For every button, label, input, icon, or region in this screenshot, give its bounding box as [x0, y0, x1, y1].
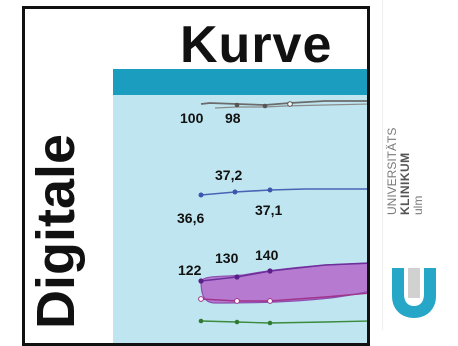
point-bottom-b: [234, 319, 240, 325]
point-temp-a: [198, 192, 204, 198]
label-140: 140: [255, 247, 279, 263]
point-bp-e: [234, 298, 240, 304]
label-37-2: 37,2: [215, 167, 242, 183]
poster-title-kurve: Kurve: [180, 16, 333, 74]
label-98: 98: [225, 110, 241, 126]
curve-temperature: [200, 188, 367, 196]
label-37-1: 37,1: [255, 202, 282, 218]
point-temp-b: [232, 189, 238, 195]
point-bp-b: [234, 274, 240, 280]
label-122: 122: [178, 262, 202, 278]
point-row1-a: [234, 102, 240, 108]
chart-header-bar: [113, 69, 367, 95]
point-row1-b: [262, 103, 268, 109]
university-logo-icon: [392, 268, 436, 318]
label-130: 130: [215, 250, 239, 266]
point-bottom-c: [267, 320, 273, 326]
point-bottom-a: [198, 318, 204, 324]
label-36-6: 36,6: [177, 210, 204, 226]
label-100: 100: [180, 110, 204, 126]
point-bp-d: [198, 296, 204, 302]
curve-row1-lower: [214, 103, 367, 109]
university-logo-text: UNIVERSITÄTS KLINIKUM ulm: [385, 128, 425, 215]
page-divider: [382, 0, 383, 330]
logo-line-ulm: ulm: [411, 195, 425, 215]
vital-curve-chart: 100 98 37,2 36,6 37,1 122 130 140: [177, 100, 367, 326]
point-row1-c: [287, 101, 293, 107]
point-bp-c: [267, 268, 273, 274]
poster-frame: Kurve Digitale 100 98 37,2 36,6 37,1 122…: [22, 6, 370, 346]
point-bp-a: [198, 278, 204, 284]
point-bp-f: [267, 298, 273, 304]
point-temp-c: [267, 187, 273, 193]
curve-bottom: [200, 320, 367, 324]
